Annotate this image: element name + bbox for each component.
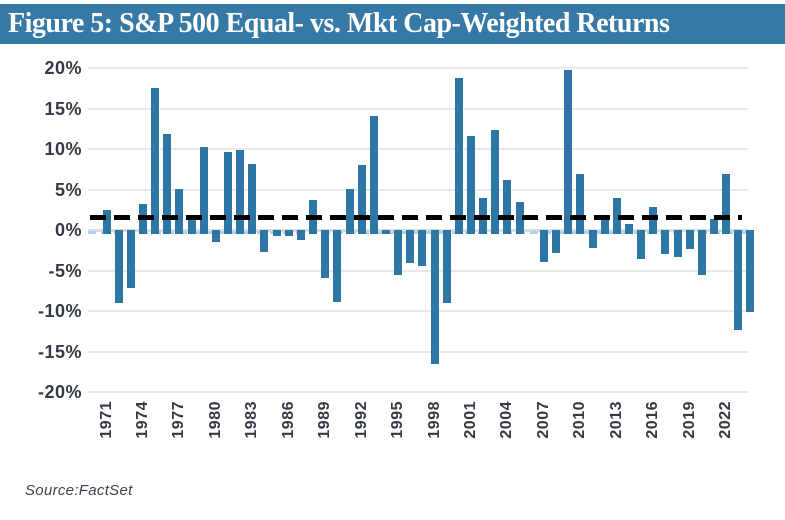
bar-1997 xyxy=(418,230,427,267)
bar-1977 xyxy=(175,188,184,234)
x-axis-tick-label: 1971 xyxy=(97,401,115,439)
y-axis-tick-label: 0% xyxy=(54,220,82,240)
gridline xyxy=(88,148,748,150)
gridline xyxy=(88,188,748,191)
bar-1985 xyxy=(272,230,281,236)
x-axis-tick-label: 1989 xyxy=(316,401,334,439)
bar-2011 xyxy=(588,230,597,248)
bar-1987 xyxy=(296,230,305,240)
x-axis-tick-label: 2019 xyxy=(680,401,698,439)
average-dashed-line xyxy=(90,215,742,221)
bar-1986 xyxy=(284,230,293,237)
bar-1972 xyxy=(114,230,123,303)
x-axis-tick-label: 1983 xyxy=(243,401,261,439)
x-axis-tick-label: 2022 xyxy=(717,401,735,439)
x-axis-tick-label: 2004 xyxy=(498,401,516,439)
bar-2014 xyxy=(624,223,633,234)
bar-1989 xyxy=(321,230,330,278)
bar-1990 xyxy=(333,230,342,303)
bar-1982 xyxy=(236,149,245,234)
figure-title-banner: Figure 5: S&P 500 Equal- vs. Mkt Cap-Wei… xyxy=(0,4,785,44)
x-axis-tick-label: 2013 xyxy=(607,401,625,439)
bar-2007 xyxy=(539,230,548,263)
bar-1995 xyxy=(394,230,403,276)
bar-1979 xyxy=(199,146,208,234)
bar-1999 xyxy=(442,230,451,303)
gridline xyxy=(88,269,748,272)
bar-1992 xyxy=(357,165,366,234)
bar-1983 xyxy=(248,164,257,234)
bar-2001 xyxy=(467,136,475,234)
bar-2009 xyxy=(564,69,573,234)
y-axis-tick-label: -20% xyxy=(37,382,82,402)
bar-1993 xyxy=(369,115,378,234)
bar-1991 xyxy=(345,188,354,234)
x-axis-tick-label: 1986 xyxy=(279,401,297,439)
y-axis-tick-label: 20% xyxy=(44,58,82,78)
x-axis-tick-label: 1980 xyxy=(206,401,224,439)
y-axis-tick-label: -15% xyxy=(37,341,82,362)
y-axis-tick-label: -10% xyxy=(37,301,82,321)
y-axis-tick-label: 10% xyxy=(44,139,82,159)
bar-2020 xyxy=(697,230,706,276)
x-axis-tick-label: 2010 xyxy=(571,401,589,439)
x-axis-tick-label: 1974 xyxy=(133,401,151,439)
bar-1980 xyxy=(211,230,220,243)
bar-1981 xyxy=(224,152,232,234)
bar-2023 xyxy=(734,230,743,331)
bar-2021 xyxy=(710,219,718,234)
bar-2004 xyxy=(503,179,512,234)
figure-title: Figure 5: S&P 500 Equal- vs. Mkt Cap-Wei… xyxy=(8,8,670,39)
gridline xyxy=(88,107,748,110)
x-axis-tick-label: 1977 xyxy=(170,401,188,439)
x-axis-tick-label: 1992 xyxy=(352,401,370,439)
bar-1996 xyxy=(406,230,415,264)
bar-1984 xyxy=(260,230,269,252)
gridline xyxy=(88,350,748,353)
bar-2010 xyxy=(576,174,585,234)
x-axis-tick-label: 2001 xyxy=(462,401,479,439)
bar-2003 xyxy=(491,129,500,234)
bar-1973 xyxy=(126,230,135,289)
bar-1976 xyxy=(163,133,172,234)
bar-2008 xyxy=(552,230,561,253)
bar-2017 xyxy=(661,230,670,255)
x-axis-tick-label: 2007 xyxy=(534,401,552,439)
gridline xyxy=(88,310,748,312)
bar-1994 xyxy=(381,230,390,235)
y-axis-tick-label: -5% xyxy=(48,260,82,281)
y-axis-tick-label: 15% xyxy=(44,98,82,119)
x-axis-tick-label: 1995 xyxy=(389,401,407,439)
gridline xyxy=(88,67,748,69)
bar-2019 xyxy=(685,230,694,249)
bar-1978 xyxy=(187,214,196,234)
y-axis-tick-label: 5% xyxy=(54,179,82,200)
bar-1971 xyxy=(102,209,111,234)
bar-2018 xyxy=(673,230,682,257)
bar-2000 xyxy=(454,77,463,234)
source-attribution: Source:FactSet xyxy=(25,482,133,499)
zero-gridline xyxy=(88,229,748,232)
zero-baseline-dashed-line xyxy=(88,231,748,234)
gridline xyxy=(88,391,748,393)
x-axis-tick-label: 1998 xyxy=(425,401,443,439)
bar-2024 xyxy=(746,230,755,312)
bar-2012 xyxy=(600,214,609,234)
bar-2015 xyxy=(637,230,646,260)
bar-2022 xyxy=(722,174,731,234)
bar-1998 xyxy=(430,230,439,364)
bar-1975 xyxy=(151,88,160,234)
x-axis-tick-label: 2016 xyxy=(644,401,662,439)
